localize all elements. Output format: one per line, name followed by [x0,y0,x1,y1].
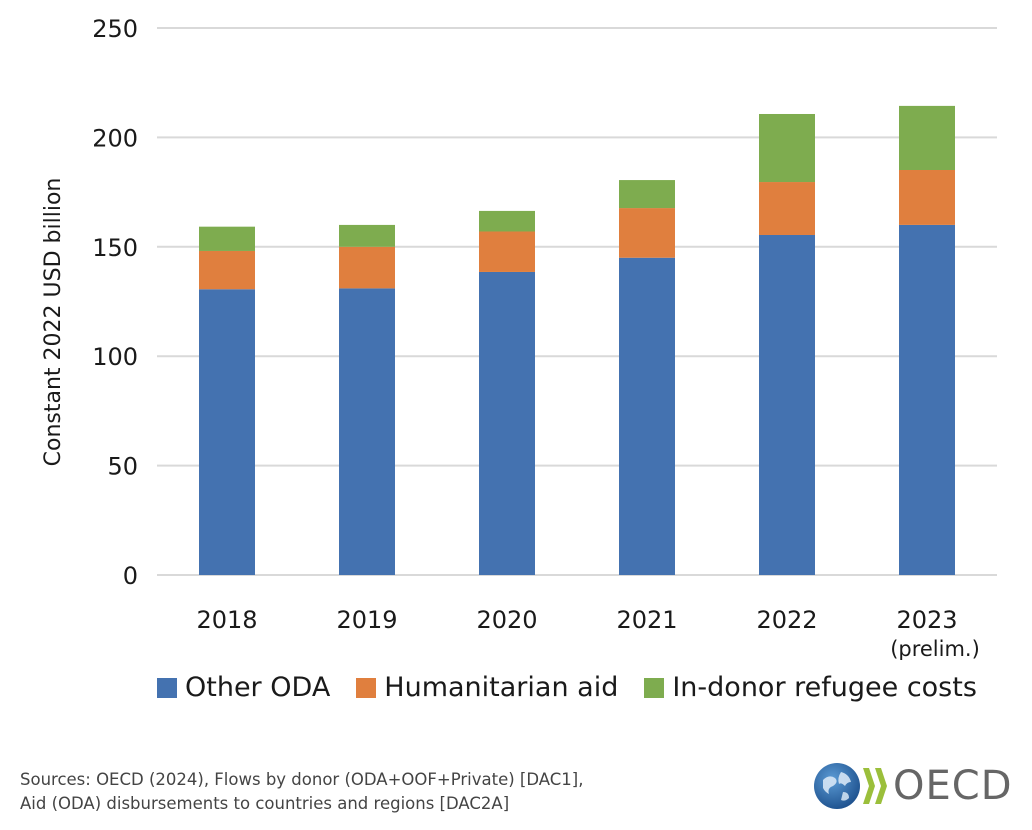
y-tick-label: 0 [123,562,138,590]
bar-segment-in-donor-refugee-costs-2023 [899,105,955,171]
y-tick-label: 250 [92,15,138,43]
bar-segment-humanitarian-aid-2022 [759,182,815,235]
bar-segment-humanitarian-aid-2020 [479,231,535,272]
gridlines [157,27,997,576]
logo-text: OECD [893,763,1013,809]
x-tick-label: 2018 [196,606,257,634]
chevrons-icon [863,768,887,804]
bar-segment-other-oda-2022 [759,234,815,575]
oecd-logo: OECD [813,762,1013,810]
legend-item: Humanitarian aid [356,672,618,703]
y-tick-label: 100 [92,343,138,371]
legend-item: Other ODA [157,672,330,703]
legend-swatch [644,677,665,698]
globe-icon [814,763,860,809]
bar-segment-humanitarian-aid-2019 [339,246,395,289]
legend: Other ODA Humanitarian aid In-donor refuge… [157,672,1003,703]
bar-segment-other-oda-2021 [619,257,675,575]
y-axis-title: Constant 2022 USD billion [41,178,66,467]
bar-segment-other-oda-2023 [899,224,955,576]
legend-swatch [356,677,377,698]
y-tick-labels: 0 50 100 150 200 250 [92,15,138,590]
y-tick-label: 150 [92,234,138,262]
bar-segment-in-donor-refugee-costs-2020 [479,210,535,232]
sources-line-1: Sources: OECD (2024), Flows by donor (OD… [20,770,584,789]
legend-label: Other ODA [185,672,331,703]
sources-note: Sources: OECD (2024), Flows by donor (OD… [20,768,583,816]
x-tick-label: 2023 [896,606,957,634]
sources-line-2: Aid (ODA) disbursements to countries and… [20,794,510,813]
y-tick-label: 200 [92,124,138,152]
legend-item: In-donor refugee costs [644,672,977,703]
bar-segment-in-donor-refugee-costs-2019 [339,224,395,247]
x-tick-label: 2021 [616,606,677,634]
bar-segment-humanitarian-aid-2021 [619,208,675,258]
bar-segment-in-donor-refugee-costs-2021 [619,180,675,209]
bar-segment-in-donor-refugee-costs-2018 [199,226,255,251]
legend-label: In-donor refugee costs [672,672,977,703]
x-tick-label: 2022 [756,606,817,634]
x-tick-label: 2020 [476,606,537,634]
x-tick-sublabel: (prelim.) [890,637,980,660]
bar-segment-in-donor-refugee-costs-2022 [759,113,815,183]
legend-label: Humanitarian aid [384,672,619,703]
y-tick-label: 50 [107,453,138,481]
legend-swatch [157,677,177,698]
bars [199,105,955,576]
bar-segment-humanitarian-aid-2018 [199,250,255,290]
bar-segment-humanitarian-aid-2023 [899,170,955,225]
stacked-bar-chart: 0 50 100 150 200 250 2018 2019 2020 2021 2022 2023… [41,15,997,660]
bar-segment-other-oda-2019 [339,288,395,575]
bar-segment-other-oda-2020 [479,271,535,575]
bar-segment-other-oda-2018 [199,289,255,575]
x-tick-labels: 2018 2019 2020 2021 2022 2023 (prelim.) [196,606,979,660]
x-tick-label: 2019 [336,606,397,634]
